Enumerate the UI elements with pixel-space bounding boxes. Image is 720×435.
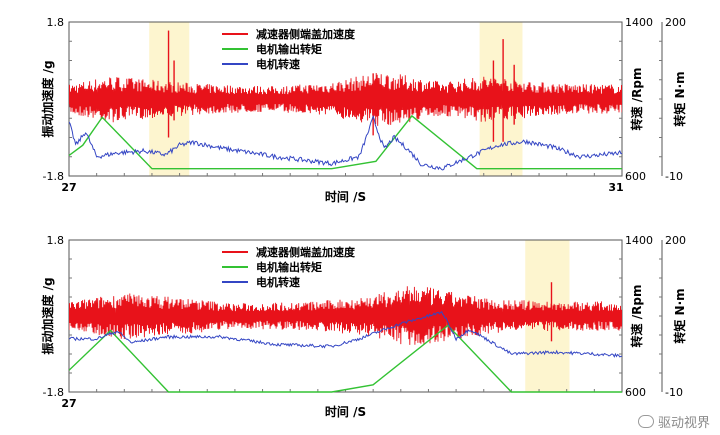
y-left-max-label: 1.8	[47, 16, 65, 29]
series-vibration-trace	[69, 72, 622, 126]
legend-label: 电机输出转矩	[256, 42, 322, 56]
y-right1-max-label: 1400	[625, 234, 653, 247]
y-left-min-label: -1.8	[43, 386, 64, 399]
legend-label: 减速器侧端盖加速度	[256, 27, 356, 41]
series-speed-line	[69, 310, 622, 358]
y-right1-title: 转速 /Rpm	[629, 68, 644, 131]
y-left-title: 振动加速度 /g	[40, 60, 55, 137]
series-speed-line	[69, 114, 622, 171]
x-axis-title: 时间 /S	[325, 189, 366, 204]
wechat-icon	[637, 415, 654, 428]
y-right2-min-label: -10	[665, 170, 683, 183]
x-min-label: 27	[61, 181, 76, 194]
watermark-text: 驱动视界	[657, 416, 710, 431]
y-right2-title: 转矩 N·m	[672, 288, 687, 343]
y-right1-min-label: 600	[625, 386, 646, 399]
y-right1-min-label: 600	[625, 170, 646, 183]
legend-label: 减速器侧端盖加速度	[256, 245, 356, 259]
legend-label: 电机输出转矩	[256, 260, 322, 274]
watermark: 驱动视界	[637, 412, 710, 431]
y-right2-min-label: -10	[665, 386, 683, 399]
y-left-min-label: -1.8	[43, 170, 64, 183]
legend-label: 电机转速	[256, 57, 300, 71]
y-right2-max-label: 200	[665, 16, 686, 29]
y-left-title: 振动加速度 /g	[40, 277, 55, 354]
x-min-label: 27	[61, 397, 76, 410]
legend-label: 电机转速	[256, 275, 300, 289]
y-left-max-label: 1.8	[47, 234, 65, 247]
x-max-label: 31	[608, 181, 623, 194]
x-axis-title: 时间 /S	[325, 404, 366, 419]
series-torque-line	[69, 324, 622, 393]
y-right2-max-label: 200	[665, 234, 686, 247]
y-right1-max-label: 1400	[625, 16, 653, 29]
y-right1-title: 转速 /Rpm	[629, 285, 644, 348]
series-torque-line	[69, 114, 622, 170]
series-vibration-trace	[69, 286, 622, 345]
y-right2-title: 转矩 N·m	[672, 71, 687, 126]
